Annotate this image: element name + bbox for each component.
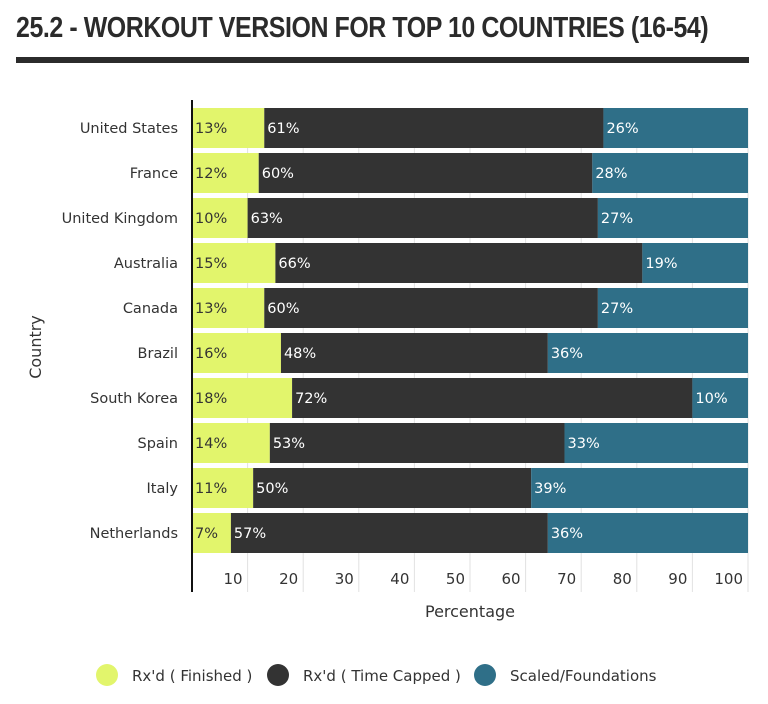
- bar-segment: [597, 198, 748, 238]
- y-tick-label: Brazil: [138, 346, 178, 362]
- legend-swatch: [267, 664, 289, 686]
- data-label: 14%: [195, 436, 227, 452]
- x-tick-label: 50: [446, 570, 465, 588]
- bar-segment: [269, 423, 565, 463]
- data-label: 18%: [195, 391, 227, 407]
- bar-segment: [192, 513, 231, 553]
- y-tick-label: Netherlands: [90, 526, 178, 542]
- bar-segment: [192, 333, 281, 373]
- legend-label: Rx'd ( Time Capped ): [303, 667, 461, 685]
- data-label: 10%: [195, 211, 227, 227]
- data-label: 7%: [195, 526, 218, 542]
- x-tick-label: 10: [224, 570, 243, 588]
- data-label: 60%: [262, 166, 294, 182]
- data-label: 63%: [251, 211, 283, 227]
- legend-label: Rx'd ( Finished ): [132, 667, 252, 685]
- chart-title: 25.2 - WORKOUT VERSION FOR TOP 10 COUNTR…: [16, 12, 709, 44]
- legend-swatch: [96, 664, 118, 686]
- bar-segment: [192, 423, 270, 463]
- bar-segment: [597, 288, 748, 328]
- bar-segment: [264, 288, 598, 328]
- x-tick-label: 80: [613, 570, 632, 588]
- bar-segment: [192, 288, 265, 328]
- bar-segment: [258, 153, 593, 193]
- data-label: 60%: [267, 301, 299, 317]
- bar-segment: [192, 198, 248, 238]
- bar-segment: [592, 153, 748, 193]
- data-label: 10%: [695, 391, 727, 407]
- legend-swatch: [474, 664, 496, 686]
- title-rule: [16, 57, 749, 63]
- data-label: 36%: [551, 526, 583, 542]
- y-axis-label: Country: [26, 315, 45, 379]
- bar-segment: [230, 513, 548, 553]
- bar-segment: [547, 333, 748, 373]
- data-label: 72%: [295, 391, 327, 407]
- bar-segment: [564, 423, 748, 463]
- bar-segment: [531, 468, 748, 508]
- x-tick-label: 60: [502, 570, 521, 588]
- x-tick-label: 20: [279, 570, 298, 588]
- x-tick-label: 40: [390, 570, 409, 588]
- y-tick-label: France: [130, 166, 178, 182]
- x-axis-label: Percentage: [425, 602, 515, 621]
- x-tick-label: 90: [668, 570, 687, 588]
- bar-segment: [264, 108, 604, 148]
- data-label: 61%: [267, 121, 299, 137]
- y-tick-label: Spain: [137, 436, 178, 452]
- bar-segment: [547, 513, 748, 553]
- bar-segment: [253, 468, 532, 508]
- data-label: 15%: [195, 256, 227, 272]
- data-label: 11%: [195, 481, 227, 497]
- bar-segment: [192, 153, 259, 193]
- y-tick-label: United Kingdom: [62, 211, 178, 227]
- legend-label: Scaled/Foundations: [510, 667, 657, 685]
- bar-segment: [275, 243, 643, 283]
- y-tick-label: Australia: [114, 256, 178, 272]
- data-label: 27%: [601, 211, 633, 227]
- bar-segment: [192, 243, 276, 283]
- bar-segment: [642, 243, 748, 283]
- data-label: 48%: [284, 346, 316, 362]
- data-label: 26%: [606, 121, 638, 137]
- bar-segment: [247, 198, 598, 238]
- data-label: 33%: [568, 436, 600, 452]
- data-label: 13%: [195, 121, 227, 137]
- data-label: 19%: [645, 256, 677, 272]
- bar-segment: [692, 378, 748, 418]
- bar-segment: [280, 333, 548, 373]
- data-label: 66%: [278, 256, 310, 272]
- bar-segment: [603, 108, 748, 148]
- data-label: 50%: [256, 481, 288, 497]
- y-tick-label: South Korea: [90, 391, 178, 407]
- y-tick-label: Italy: [147, 481, 179, 497]
- bar-segment: [192, 378, 293, 418]
- data-label: 39%: [534, 481, 566, 497]
- data-label: 53%: [273, 436, 305, 452]
- x-tick-label: 70: [557, 570, 576, 588]
- data-label: 27%: [601, 301, 633, 317]
- data-label: 36%: [551, 346, 583, 362]
- bar-segment: [292, 378, 693, 418]
- data-label: 16%: [195, 346, 227, 362]
- bar-segment: [192, 108, 265, 148]
- data-label: 13%: [195, 301, 227, 317]
- x-tick-label: 100: [714, 570, 743, 588]
- x-tick-label: 30: [335, 570, 354, 588]
- data-label: 57%: [234, 526, 266, 542]
- y-tick-label: United States: [80, 121, 178, 137]
- data-label: 12%: [195, 166, 227, 182]
- data-label: 28%: [595, 166, 627, 182]
- y-tick-label: Canada: [123, 301, 178, 317]
- bar-segment: [192, 468, 254, 508]
